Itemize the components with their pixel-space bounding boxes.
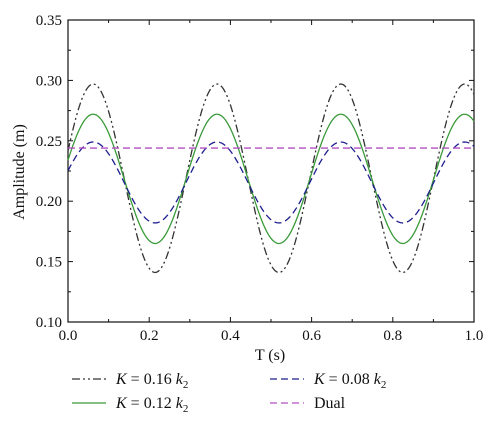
y-tick-label: 0.15	[36, 255, 62, 271]
y-tick-label: 0.25	[36, 134, 62, 150]
legend-label-0: K = 0.16 k2	[115, 371, 188, 391]
x-tick-label: 0.2	[140, 328, 159, 344]
x-tick-label: 1.0	[465, 328, 484, 344]
y-tick-label: 0.35	[36, 13, 62, 29]
series-line-1	[67, 113, 475, 245]
x-tick-label: 0.0	[59, 328, 78, 344]
y-tick-label: 0.30	[36, 73, 62, 89]
legend-label-2: K = 0.08 k2	[313, 371, 386, 391]
plot-frame	[67, 19, 475, 323]
series-line-0	[67, 83, 475, 274]
legend-label-1: K = 0.12 k2	[115, 395, 188, 415]
y-tick-label: 0.20	[36, 194, 62, 210]
axis-ticks: 0.0 0.2 0.4 0.6 0.8 1.0 0.10 0.15 0.20 0.25 0.30 0.…	[36, 13, 484, 344]
legend: K = 0.16 k2 K = 0.08 k2 K = 0.12 k2 Dual	[72, 371, 386, 415]
y-axis-title: Amplitude (m)	[11, 124, 28, 220]
plot-border	[67, 19, 475, 323]
series-line-2	[67, 141, 475, 224]
series-layer	[67, 83, 475, 274]
x-tick-label: 0.8	[383, 328, 402, 344]
y-tick-label: 0.10	[36, 315, 62, 331]
x-axis-title: T (s)	[255, 347, 285, 364]
legend-label-3: Dual	[314, 395, 346, 412]
x-tick-label: 0.6	[302, 328, 321, 344]
x-tick-label: 0.4	[221, 328, 240, 344]
